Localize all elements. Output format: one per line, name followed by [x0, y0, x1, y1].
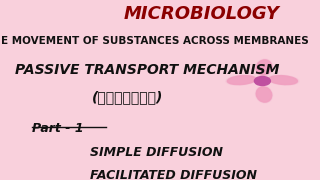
Text: FACILITATED DIFFUSION: FACILITATED DIFFUSION [90, 169, 257, 180]
Ellipse shape [227, 76, 256, 85]
Text: SIMPLE DIFFUSION: SIMPLE DIFFUSION [90, 146, 223, 159]
Text: MICROBIOLOGY: MICROBIOLOGY [124, 5, 280, 23]
Ellipse shape [255, 86, 273, 103]
Ellipse shape [268, 75, 299, 85]
Ellipse shape [256, 87, 272, 102]
Text: (தமிழில்): (தமிழில்) [92, 90, 164, 104]
Ellipse shape [256, 60, 272, 75]
Ellipse shape [255, 59, 273, 76]
Ellipse shape [269, 76, 298, 85]
Text: Part - 1: Part - 1 [32, 122, 84, 135]
Ellipse shape [226, 75, 257, 85]
Text: THE MOVEMENT OF SUBSTANCES ACROSS MEMBRANES: THE MOVEMENT OF SUBSTANCES ACROSS MEMBRA… [0, 36, 309, 46]
Circle shape [254, 76, 270, 86]
Text: PASSIVE TRANSPORT MECHANISM: PASSIVE TRANSPORT MECHANISM [15, 63, 279, 77]
